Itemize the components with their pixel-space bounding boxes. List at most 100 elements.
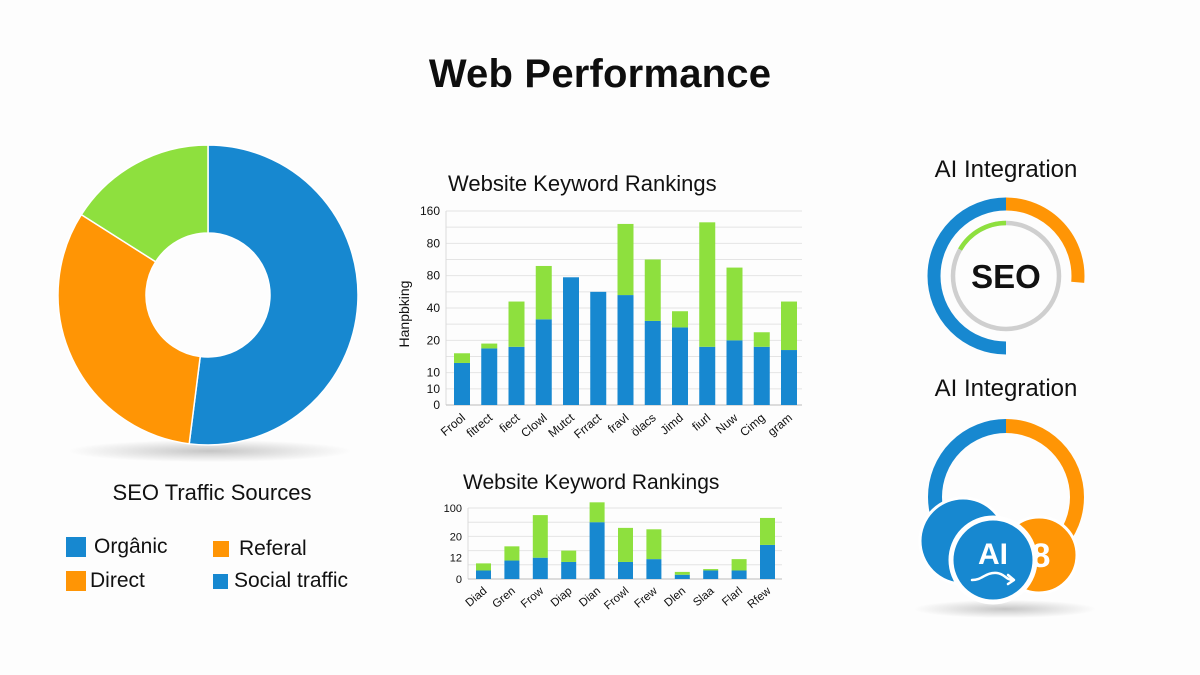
traffic-legend-title: SEO Traffic Sources xyxy=(112,480,312,505)
bar-segment-blue xyxy=(590,291,607,405)
bar-segment-green xyxy=(454,353,470,363)
keyword-chart-bottom-title: Website Keyword Rankings xyxy=(463,471,720,494)
x-tick-label: Frew xyxy=(633,585,661,611)
legend-label-referal: Referal xyxy=(239,537,307,560)
bar-segment-blue xyxy=(781,350,797,405)
y-tick-label: 10 xyxy=(427,382,441,396)
x-tick-label: Cimg xyxy=(737,411,767,440)
ai-badge-shadow xyxy=(915,600,1095,618)
x-tick-label: fiurl xyxy=(689,411,713,434)
ai-front-label: AI xyxy=(978,538,1008,571)
bar-segment-green xyxy=(532,515,548,558)
y-tick-label: 160 xyxy=(420,204,440,218)
bar-segment-green xyxy=(699,222,716,347)
bar-segment-blue xyxy=(476,570,491,579)
seo-gauge-label: SEO xyxy=(971,258,1041,295)
y-tick-label: 12 xyxy=(450,553,462,565)
bar-segment-green xyxy=(504,546,520,561)
donut-shadow xyxy=(70,440,350,462)
legend-swatch-social xyxy=(213,573,228,589)
x-tick-label: Clowl xyxy=(518,411,549,441)
x-tick-label: Diad xyxy=(464,585,490,609)
bar-segment-blue xyxy=(760,544,775,579)
seo-gauge-outer-orange-arc xyxy=(1005,197,1085,283)
bar-segment-blue xyxy=(731,570,747,579)
seo-gauge-inner-green-arc xyxy=(958,220,1007,251)
bar-segment-blue xyxy=(617,295,634,405)
donut-segment xyxy=(188,144,359,446)
x-tick-label: Dlen xyxy=(662,585,688,609)
x-tick-label: fitrect xyxy=(464,410,496,440)
bar-segment-green xyxy=(535,265,552,320)
bar-segment-green xyxy=(617,223,634,296)
y-tick-label: 80 xyxy=(427,269,441,283)
legend-label-social: Social traffic xyxy=(234,569,348,592)
ai-integration-title-bottom: AI Integration xyxy=(934,375,1078,402)
legend-item-referal: Referal xyxy=(213,537,307,561)
y-axis-title: Hanpbking xyxy=(396,281,412,348)
bar-segment-green xyxy=(703,569,719,571)
legend-label-organic: Orgânic xyxy=(94,535,168,558)
bar-segment-green xyxy=(644,259,661,321)
bar-segment-green xyxy=(476,563,491,571)
bar-segment-blue xyxy=(703,570,719,579)
x-tick-label: ölacs xyxy=(628,411,658,440)
legend-item-social: Social traffic xyxy=(213,569,348,593)
bar-segment-blue xyxy=(699,346,716,405)
bar-segment-green xyxy=(508,301,525,347)
seo-gauge: SEO xyxy=(927,197,1085,355)
x-tick-label: fravl xyxy=(605,411,631,436)
bar-segment-blue xyxy=(646,559,662,579)
ai-integration-badge: 8 AI xyxy=(918,419,1084,605)
bar-segment-blue xyxy=(674,574,690,579)
x-tick-label: Frract xyxy=(571,410,605,441)
bar-segment-green xyxy=(753,332,770,347)
keyword-chart-top-title: Website Keyword Rankings xyxy=(448,171,717,196)
bar-segment-blue xyxy=(454,362,470,405)
bar-segment-green xyxy=(561,550,577,562)
y-tick-label: 0 xyxy=(433,398,440,412)
legend-item-direct: Direct xyxy=(66,569,145,593)
bar-segment-green xyxy=(618,527,633,562)
x-tick-label: Dian xyxy=(577,585,603,609)
bar-segment-green xyxy=(731,559,747,571)
page-title: Web Performance xyxy=(428,52,772,96)
bar-segment-green xyxy=(589,502,605,523)
bar-segment-green xyxy=(672,311,688,328)
traffic-donut-chart xyxy=(57,144,359,446)
bar-segment-green xyxy=(781,301,797,351)
bar-segment-green xyxy=(726,267,743,341)
x-tick-label: Mutct xyxy=(545,410,577,440)
bar-segment-blue xyxy=(589,522,605,579)
legend-swatch-direct xyxy=(66,571,86,591)
x-tick-label: Frowl xyxy=(602,585,631,612)
x-tick-label: Flarl xyxy=(720,585,745,609)
bar-segment-blue xyxy=(672,327,688,405)
bar-segment-blue xyxy=(644,320,661,405)
bar-segment-blue xyxy=(618,561,633,579)
bar-segment-green xyxy=(674,571,690,575)
y-tick-label: 100 xyxy=(444,503,462,515)
y-tick-label: 0 xyxy=(456,574,462,586)
bar-segment-green xyxy=(760,517,775,545)
x-tick-label: Jimd xyxy=(658,411,686,438)
x-tick-label: Diap xyxy=(549,585,575,609)
x-tick-label: Slaa xyxy=(691,585,717,609)
bar-segment-blue xyxy=(753,346,770,405)
y-tick-label: 80 xyxy=(427,236,441,250)
bar-segment-blue xyxy=(508,346,525,405)
bar-segment-blue xyxy=(563,277,579,405)
ai-integration-title-top: AI Integration xyxy=(934,156,1078,183)
y-tick-label: 10 xyxy=(427,366,441,380)
trend-arrow-icon xyxy=(970,571,1016,586)
bar-segment-blue xyxy=(561,561,577,579)
x-tick-label: Frow xyxy=(519,585,547,611)
legend-swatch-organic xyxy=(66,537,86,557)
bar-segment-blue xyxy=(481,348,498,405)
bar-segment-green xyxy=(646,529,662,560)
donut-segment xyxy=(57,213,202,445)
seo-gauge-outer-blue-arc xyxy=(927,197,1007,355)
bar-segment-blue xyxy=(532,557,548,579)
